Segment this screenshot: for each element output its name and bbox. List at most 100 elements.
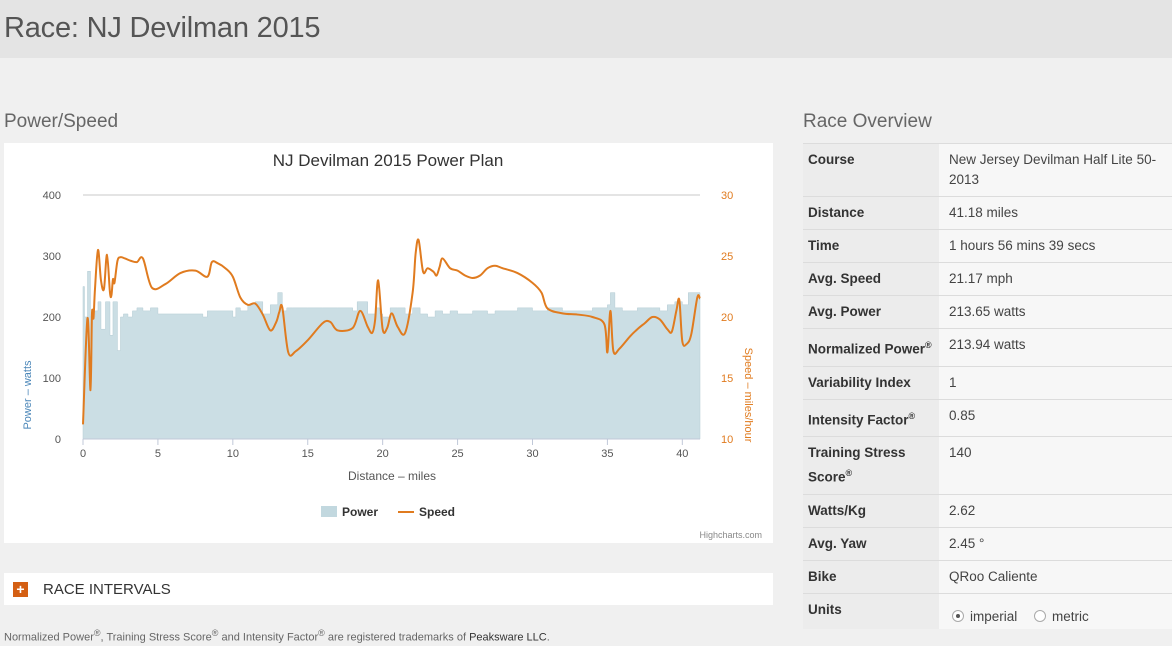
units-metric-label[interactable]: metric [1052,608,1089,624]
overview-label-cell: Training Stress Score® [803,436,939,494]
overview-label: Avg. Power [803,295,939,329]
overview-label: Variability Index [803,365,939,399]
registered-mark: ® [211,628,219,638]
overview-value: QRoo Caliente [939,559,1172,593]
overview-label: Intensity Factor [808,412,909,427]
overview-label: Distance [803,196,939,230]
y-right-tick-label: 30 [721,190,733,202]
footer-end: . [546,631,550,644]
overview-value: 41.18 miles [939,196,1172,230]
x-tick-label: 40 [676,448,688,460]
x-axis-label: Distance – miles [348,469,436,483]
overview-value: 1 hours 56 mins 39 secs [939,229,1172,263]
overview-row-wkg: Watts/Kg 2.62 [803,493,1172,527]
overview-value: 1 [939,365,1172,399]
registered-mark: ® [908,410,916,421]
expand-plus-icon[interactable]: + [13,582,28,597]
overview-row-distance: Distance 41.18 miles [803,196,1172,230]
y-axis-left-label: Power – watts [22,360,34,430]
race-overview-title: Race Overview [803,111,932,132]
chart-title: NJ Devilman 2015 Power Plan [273,151,504,170]
y-right-tick-label: 10 [721,434,733,446]
legend-item-power[interactable]: Power [321,505,378,519]
speed-line[interactable] [82,238,701,425]
footer-np: Normalized Power [4,631,94,644]
chart-credit[interactable]: Highcharts.com [699,530,762,540]
overview-label: Course [803,143,939,197]
x-tick-label: 5 [155,448,161,460]
x-tick-label: 30 [526,448,538,460]
units-radio-group: imperial metric [939,592,1172,629]
overview-value: 21.17 mph [939,262,1172,296]
overview-row-tss: Training Stress Score® 140 [803,436,1172,494]
overview-row-time: Time 1 hours 56 mins 39 secs [803,229,1172,263]
y-left-tick-label: 0 [55,434,61,446]
overview-label: Bike [803,559,939,593]
x-tick-label: 0 [80,448,86,460]
radio-metric[interactable] [1034,609,1047,622]
power-series[interactable] [82,271,701,440]
race-intervals-panel[interactable]: + RACE INTERVALS [4,573,773,605]
power-speed-chart: NJ Devilman 2015 Power Plan 0 100 200 300 40… [4,143,773,543]
overview-label-cell: Normalized Power® [803,328,939,366]
page-header: Race: NJ Devilman 2015 [0,0,1172,58]
overview-row-np: Normalized Power® 213.94 watts [803,328,1172,366]
units-option-imperial[interactable]: imperial [949,609,1017,624]
x-tick-label: 35 [601,448,613,460]
footer-if: Intensity Factor [242,631,319,644]
overview-row-if: Intensity Factor® 0.85 [803,398,1172,437]
y-left-tick-label: 400 [43,190,61,202]
overview-value: 2.62 [939,493,1172,527]
y-left-tick-label: 200 [43,312,61,324]
race-overview-table: Course New Jersey Devilman Half Lite 50-2… [803,143,1172,629]
power-area[interactable] [82,271,701,440]
units-option-metric[interactable]: metric [1031,609,1089,624]
units-imperial-label[interactable]: imperial [970,608,1018,624]
overview-row-vi: Variability Index 1 [803,365,1172,399]
footer-tss: Training Stress Score [106,631,212,644]
page-title: Race: NJ Devilman 2015 [4,12,321,44]
power-speed-title: Power/Speed [4,111,119,132]
registered-mark: ® [925,340,932,350]
overview-value: 213.94 watts [939,328,1172,366]
legend-power-swatch [321,506,337,517]
footer-and: and [221,631,240,644]
overview-value: 140 [939,436,1172,494]
y-left-tick-label: 300 [43,251,61,263]
legend-item-speed[interactable]: Speed [398,505,455,519]
overview-row-bike: Bike QRoo Caliente [803,559,1172,593]
chart-svg: NJ Devilman 2015 Power Plan 010020030040… [22,151,762,540]
chart-gridlines [83,194,700,196]
y-right-tick-label: 25 [721,251,733,263]
x-tick-label: 25 [451,448,463,460]
legend-power-label: Power [342,505,378,519]
overview-label: Units [803,592,939,629]
overview-label: Training Stress Score [808,445,906,485]
footer-tail: are registered trademarks of [327,631,466,644]
overview-row-avg-power: Avg. Power 213.65 watts [803,295,1172,329]
x-tick-label: 20 [377,448,389,460]
legend-speed-label: Speed [419,505,455,519]
overview-row-yaw: Avg. Yaw 2.45 ° [803,526,1172,560]
overview-value: New Jersey Devilman Half Lite 50-2013 [939,143,1172,197]
chart-legend: Power Speed [321,505,455,519]
y-axis-right-label: Speed – miles/hour [742,348,754,443]
overview-label: Avg. Speed [803,262,939,296]
overview-row-avg-speed: Avg. Speed 21.17 mph [803,262,1172,296]
y-left-tick-label: 100 [43,373,61,385]
overview-row-course: Course New Jersey Devilman Half Lite 50-2… [803,143,1172,197]
overview-label: Time [803,229,939,263]
overview-label-cell: Intensity Factor® [803,398,939,437]
registered-mark: ® [93,628,101,638]
race-intervals-label[interactable]: RACE INTERVALS [43,581,171,598]
footer-trademark-note: Normalized Power®, Training Stress Score… [4,628,550,644]
x-tick-label: 15 [302,448,314,460]
overview-row-units: Units imperial metric [803,592,1172,629]
overview-label: Watts/Kg [803,493,939,527]
y-right-tick-label: 20 [721,312,733,324]
overview-label: Normalized Power [808,341,926,357]
radio-imperial[interactable] [952,609,964,622]
speed-series[interactable] [82,238,701,425]
footer-company-link[interactable]: Peaksware LLC [469,631,547,644]
